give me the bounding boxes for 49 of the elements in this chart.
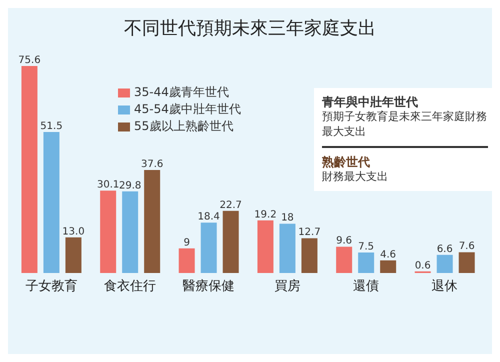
legend-label: 35-44歲青年世代	[134, 85, 229, 99]
bar	[436, 254, 453, 273]
x-tick-label: 還債	[353, 279, 379, 294]
data-label: 7.5	[358, 241, 374, 252]
data-label: 18	[281, 212, 294, 224]
bar	[279, 224, 296, 273]
x-tick-label: 買房	[274, 278, 300, 294]
legend-label: 55歲以上熟齡世代	[134, 119, 234, 133]
data-label: 7.6	[458, 241, 475, 252]
data-label: 29.8	[118, 180, 142, 192]
annotation: 財務最大支出	[322, 170, 389, 185]
data-label: 22.7	[220, 200, 242, 211]
bar	[144, 170, 160, 273]
annotation: 青年與中壯年世代	[322, 94, 419, 110]
x-tick-label: 子女教育	[25, 278, 78, 294]
data-label: 13.0	[62, 226, 85, 238]
data-label: 51.5	[40, 120, 63, 132]
data-label: 19.2	[254, 209, 277, 220]
bar	[458, 252, 475, 273]
chart-title: 不同世代預期未來三年家庭支出	[123, 17, 377, 40]
bar	[380, 260, 396, 273]
x-tick-label: 退休	[432, 279, 458, 294]
bar	[222, 210, 239, 273]
data-label: 9.6	[336, 236, 352, 247]
bar	[21, 66, 38, 273]
bar	[301, 238, 318, 273]
data-label: 30.1	[96, 180, 120, 191]
bar	[358, 252, 374, 273]
data-label: 6.6	[436, 244, 453, 255]
bar	[336, 246, 352, 273]
data-label: 4.6	[380, 249, 396, 260]
bar	[200, 222, 217, 273]
data-label: 9	[184, 237, 190, 248]
bar	[178, 248, 195, 273]
x-tick-label: 醫療保健	[182, 279, 235, 294]
bar	[257, 220, 274, 273]
bar	[43, 132, 60, 273]
data-label: 37.6	[140, 159, 164, 170]
data-label: 75.6	[18, 55, 41, 66]
x-tick-label: 食衣住行	[104, 279, 156, 294]
bar	[122, 191, 138, 273]
annotation: 熟齡世代	[322, 154, 371, 170]
data-label: 12.7	[298, 227, 321, 238]
data-label: 0.6	[414, 260, 431, 272]
bar	[100, 190, 116, 273]
annotation: 預期子女教育是未來三年家庭財務最大支出	[322, 110, 488, 140]
legend-label: 45-54歲中壯年世代	[134, 102, 241, 116]
data-label: 18.4	[198, 212, 220, 223]
bar	[65, 237, 82, 273]
